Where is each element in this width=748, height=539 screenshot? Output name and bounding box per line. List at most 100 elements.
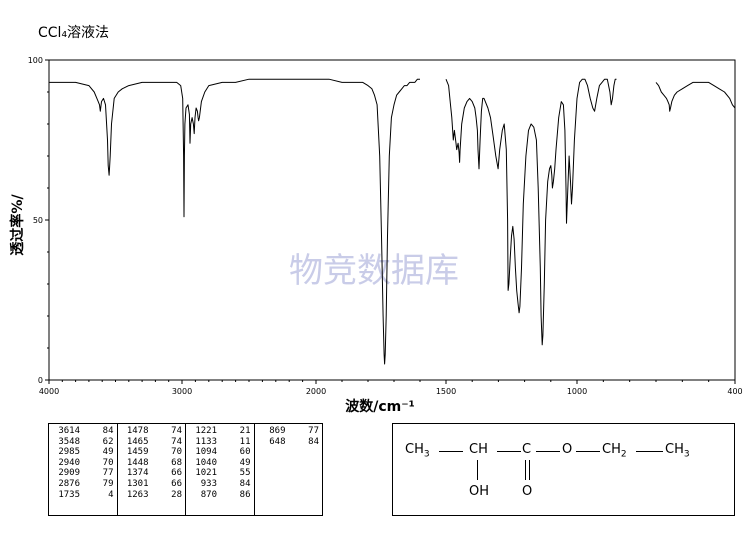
group-ch3-left: CH3 [405,442,430,460]
bond-4 [576,451,600,452]
peak-wavenumber: 870 [200,489,217,500]
peak-wavenumber: 1735 [58,489,80,500]
group-ch: CH [469,442,488,457]
peak-row: 2909 77 [52,468,114,479]
group-carbonyl-c: C [522,442,532,457]
peak-wavenumber: 3614 [58,426,80,436]
peak-transmittance: 21 [239,426,251,436]
peak-wavenumber: 933 [200,478,217,489]
peak-wavenumber: 2985 [58,447,80,458]
bond-5 [636,451,663,452]
bond-co-double-a [525,460,526,480]
x-tick-label: 1500 [436,387,456,396]
x-axis-label: 波数/cm⁻¹ [345,398,415,415]
peak-row: 2940 70 [52,457,114,469]
ir-spectrum-chart: 物竞数据库 4000 3000 2000 1500 1000 400 0 50 100 波数/… [9,56,743,415]
group-carbonyl-o: O [522,484,533,499]
peak-row: 933 84 [189,479,251,490]
peak-row: 1221 21 [189,426,251,437]
peak-wavenumber: 2876 [58,478,80,489]
group-ester-o: O [562,442,573,457]
peak-wavenumber: 2940 [58,457,80,468]
y-tick-label: 50 [33,216,43,225]
peaks-column: 3614 84 3548 62 2985 49 2940 70 2909 77 2876 79 1735… [49,424,118,515]
peak-wavenumber: 2909 [58,468,80,479]
peak-row: 1735 4 [52,489,114,501]
peak-row: 1021 55 [189,468,250,479]
peak-wavenumber: 1459 [126,447,149,458]
peak-transmittance: 28 [171,489,182,500]
bond-ch-oh [477,460,478,480]
peak-transmittance: 84 [308,436,319,447]
peak-transmittance: 77 [102,468,114,479]
peak-transmittance: 84 [102,426,114,436]
peaks-table: 3614 84 3548 62 2985 49 2940 70 2909 77 2876 79 1735… [48,423,323,516]
bond-co-double-b [529,460,530,480]
peak-wavenumber: 1301 [126,478,149,489]
group-ch2: CH2 [602,442,627,460]
peaks-column: 1221 21 1133 11 1094 60 1040 49 1021 55 933 84 870 86 [186,424,255,515]
x-tick-label: 4000 [39,387,59,396]
peak-transmittance: 49 [102,447,114,458]
y-tick-label: 100 [28,56,43,65]
peak-row: 1478 74 [121,426,182,437]
peak-row: 1133 11 [189,436,251,448]
spectrum-trace-2 [445,78,617,346]
peak-row: 1094 60 [189,447,250,458]
peak-wavenumber: 3548 [58,436,80,447]
peak-wavenumber: 1221 [195,426,217,436]
peak-row: 3548 62 [52,436,114,448]
spectrum-trace-3 [655,81,736,112]
peak-wavenumber: 1478 [126,426,149,436]
bond-3 [536,451,560,452]
peak-transmittance: 4 [108,489,114,500]
page-title: CCl₄溶液法 [38,25,110,41]
peak-row: 2876 79 [52,478,114,490]
peak-wavenumber: 1374 [126,468,149,479]
watermark: 物竞数据库 [289,251,459,291]
group-ch3-right: CH3 [665,442,690,460]
peak-wavenumber: 1465 [126,436,149,447]
spectrum-trace-1 [49,78,420,365]
peak-transmittance: 70 [171,447,182,458]
x-tick-label: 3000 [172,387,192,396]
peak-row: 1459 70 [121,447,182,458]
peak-transmittance: 86 [239,489,251,500]
peak-wavenumber: 1263 [126,489,149,500]
peak-transmittance: 66 [171,468,182,479]
peak-row: 1263 28 [121,489,182,501]
peak-wavenumber: 1040 [195,457,217,468]
peak-transmittance: 84 [239,478,251,489]
peak-row: 869 77 [258,426,319,437]
peak-row: 1040 49 [189,457,251,469]
y-axis-label: 透过率%/ [9,194,26,256]
x-tick-label: 1000 [567,387,587,396]
peak-wavenumber: 648 [269,436,286,447]
peak-transmittance: 11 [239,436,251,447]
peak-transmittance: 68 [171,457,182,468]
peak-wavenumber: 1021 [195,468,217,479]
peak-row: 1465 74 [121,436,182,448]
peak-transmittance: 74 [171,436,182,447]
bond-2 [497,451,521,452]
peak-row: 1448 68 [121,457,182,469]
peaks-column: 869 77 648 84 [255,424,323,515]
peak-transmittance: 49 [239,457,251,468]
peak-row: 1301 66 [121,478,182,490]
peak-transmittance: 62 [102,436,114,447]
peak-wavenumber: 1133 [195,436,217,447]
peak-row: 1374 66 [121,468,182,479]
x-tick-label: 400 [727,387,742,396]
y-tick-label: 0 [38,376,43,385]
peak-transmittance: 77 [308,426,319,436]
peak-transmittance: 79 [102,478,114,489]
peak-transmittance: 66 [171,478,182,489]
bond-1 [439,451,463,452]
peak-row: 3614 84 [52,426,114,437]
peak-wavenumber: 1448 [126,457,149,468]
group-oh: OH [469,484,490,499]
peak-row: 2985 49 [52,447,114,458]
peak-row: 648 84 [258,436,319,448]
peak-row: 870 86 [189,490,251,501]
peak-transmittance: 70 [102,457,114,468]
